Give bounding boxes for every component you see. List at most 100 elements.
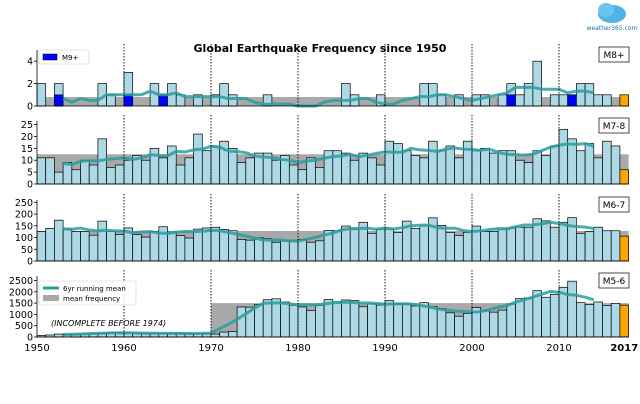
y-tick-label: 150 <box>15 221 33 232</box>
m9-bar-1964 <box>158 94 168 107</box>
x-tick-label-1950: 1950 <box>24 343 49 354</box>
bar-2013 <box>584 143 595 185</box>
bar-2007 <box>532 60 542 107</box>
bar-1991 <box>393 303 403 338</box>
legend-mean-frequency-swatch <box>43 295 59 301</box>
bar-2014 <box>593 226 603 262</box>
y-tick-label: 2500 <box>9 276 33 287</box>
bar-1989 <box>375 228 386 262</box>
bar-1964 <box>158 157 168 185</box>
bar-1986 <box>349 159 360 185</box>
bar-1979 <box>288 305 299 338</box>
x-tick-label-1980: 1980 <box>285 343 310 354</box>
y-tick-label: 4 <box>27 57 33 68</box>
bar-2013 <box>584 231 595 262</box>
y-tick-label: 1000 <box>9 310 33 321</box>
bar-1954 <box>71 231 81 262</box>
panel-label-box <box>598 272 630 289</box>
bar-1996 <box>436 308 447 338</box>
bar-1985 <box>341 299 351 338</box>
legend-m9-swatch <box>42 53 58 61</box>
running-mean-line <box>62 85 595 108</box>
bar-1956 <box>88 234 99 262</box>
bar-2003 <box>497 309 508 338</box>
bar-1982 <box>315 240 325 262</box>
bar-1971 <box>219 228 229 262</box>
bar-2009 <box>549 94 560 107</box>
bar-2008 <box>541 155 551 185</box>
bar-1982 <box>315 167 325 185</box>
bar-1999 <box>462 232 473 262</box>
bar-1991 <box>393 143 403 185</box>
bar-1998 <box>454 235 464 262</box>
panel-m8-plus: 0 2 4 M8+ <box>27 44 630 113</box>
y-tick-label: 2000 <box>9 287 33 298</box>
x-tick-label-1970: 1970 <box>198 343 223 354</box>
bar-1977 <box>271 159 281 185</box>
bar-1950 <box>36 157 47 185</box>
legend-bottom: 6yr running mean mean frequency <box>38 280 137 306</box>
y-tick-label: 2 <box>27 79 33 90</box>
bar-1955 <box>80 159 90 185</box>
bar-1974 <box>245 157 255 185</box>
bar-1994 <box>419 225 429 262</box>
legend-m9-label: M9+ <box>62 54 78 62</box>
bar-1981 <box>306 309 316 338</box>
bar-1987 <box>358 306 368 338</box>
bar-2017 <box>619 304 629 338</box>
bar-1972 <box>228 94 238 107</box>
bar-2001 <box>480 147 490 185</box>
bar-2009 <box>549 226 560 262</box>
y-tick-label: 0 <box>27 180 33 191</box>
bar-1973 <box>236 306 247 338</box>
bar-2014 <box>593 157 603 185</box>
bar-1961 <box>132 234 142 262</box>
y-tick-label: 100 <box>15 233 33 244</box>
bar-1998 <box>454 157 464 185</box>
bar-1988 <box>367 232 377 262</box>
panel-label-box <box>598 46 630 63</box>
bar-1972 <box>228 147 238 185</box>
bar-1958 <box>106 167 116 185</box>
bar-1981 <box>306 241 316 262</box>
bar-1958 <box>106 231 116 262</box>
bar-1973 <box>236 162 247 185</box>
bar-2005 <box>515 159 525 185</box>
bar-1975 <box>254 237 264 262</box>
bar-2015 <box>602 230 612 262</box>
bar-1968 <box>193 228 203 262</box>
m9-bar-1960 <box>123 94 133 107</box>
bar-1966 <box>175 235 186 262</box>
bar-2000 <box>471 150 482 185</box>
bar-1954 <box>71 169 81 185</box>
y-tick-label: 250 <box>15 198 33 209</box>
bar-1953 <box>62 228 73 262</box>
bar-1977 <box>271 298 281 338</box>
y-tick-label: 15 <box>21 144 33 155</box>
bar-2010 <box>558 128 569 185</box>
bar-2002 <box>489 311 499 338</box>
bar-2010 <box>558 94 569 107</box>
panel-label-box <box>598 117 630 134</box>
y-tick-label: 1500 <box>9 299 33 310</box>
bar-1967 <box>184 237 194 262</box>
x-tick-label-2017: 2017 <box>610 343 638 354</box>
bar-1966 <box>175 164 186 185</box>
bar-1996 <box>436 150 447 185</box>
running-mean-line <box>62 220 595 243</box>
bar-1976 <box>262 238 273 262</box>
bar-2006 <box>523 226 534 262</box>
y-tick-label: 500 <box>15 321 33 332</box>
legend-m9: M9+ <box>38 49 90 65</box>
legend-running-mean-label: 6yr running mean <box>63 285 126 293</box>
bar-2005 <box>515 94 525 107</box>
bar-1963 <box>149 231 160 262</box>
bar-1986 <box>349 228 360 262</box>
bar-1980 <box>297 306 308 338</box>
bar-2014 <box>593 301 603 338</box>
bar-2015 <box>602 140 612 185</box>
bar-1989 <box>375 164 386 185</box>
bar-1952 <box>54 333 64 338</box>
